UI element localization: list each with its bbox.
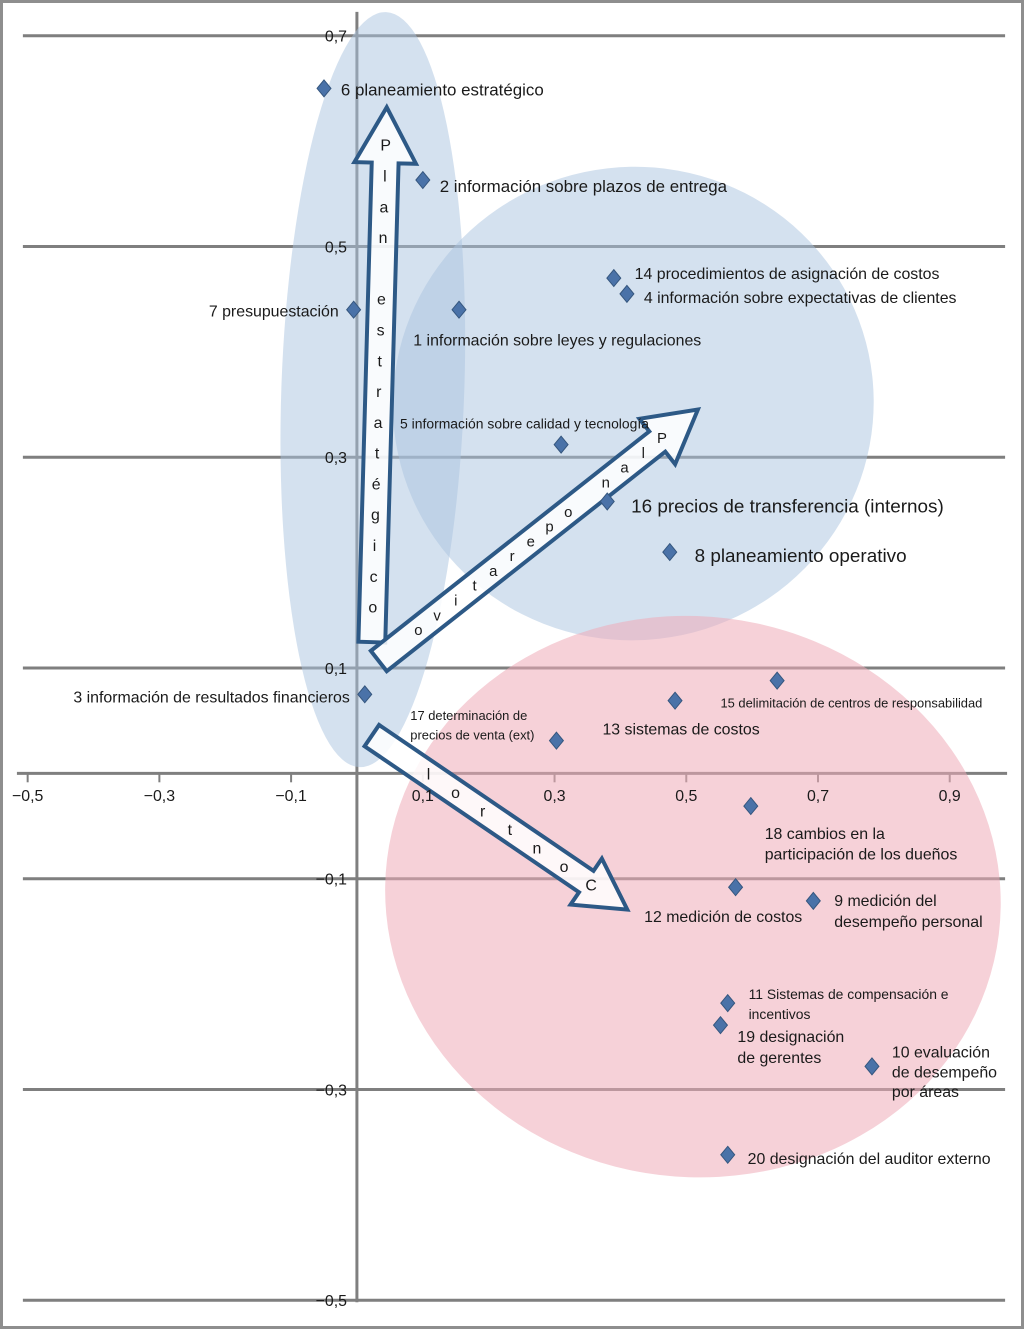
control-arrow-letter: r xyxy=(480,804,486,821)
x-tick-label-0,3: 0,3 xyxy=(544,788,566,805)
point-label-16: 16 precios de transferencia (internos) xyxy=(631,496,944,517)
data-point-14 xyxy=(606,268,622,288)
y-tick-label-0,1: 0,1 xyxy=(325,661,347,678)
point-label-5: 5 información sobre calidad y tecnología xyxy=(400,416,649,432)
data-point-18 xyxy=(743,796,759,816)
plan-estrategico-arrow-letter: n xyxy=(379,230,388,247)
y-tick-label-0,3: 0,3 xyxy=(325,450,347,467)
plan-operativo-arrow-letter: a xyxy=(620,461,629,477)
point-label-10: 10 evaluación de desempeño por áreas xyxy=(892,1044,997,1101)
data-point-10 xyxy=(864,1057,880,1076)
point-label-13: 13 sistemas de costos xyxy=(602,721,759,738)
plan-operativo-arrow-letter: v xyxy=(433,608,441,624)
plan-estrategico-arrow-letter: i xyxy=(373,538,377,555)
plan-estrategico-arrow-letter: P xyxy=(380,138,391,155)
plan-estrategico-arrow-letter: a xyxy=(380,199,389,216)
x-tick-label-−0,3: −0,3 xyxy=(144,788,176,805)
point-label-20: 20 designación del auditor externo xyxy=(748,1151,991,1168)
plan-estrategico-arrow-letter: r xyxy=(376,384,382,401)
data-point-17 xyxy=(548,731,565,750)
data-point-3 xyxy=(357,685,373,704)
y-tick-label-−0,1: −0,1 xyxy=(316,872,348,889)
plan-estrategico-arrow-letter: o xyxy=(368,600,377,617)
plan-operativo-arrow-letter: P xyxy=(657,431,667,447)
data-point-12 xyxy=(727,877,744,897)
cluster-control xyxy=(385,615,1001,1178)
x-tick-label-0,7: 0,7 xyxy=(807,788,829,805)
plan-estrategico-arrow-letter: é xyxy=(372,477,381,494)
data-point-19 xyxy=(712,1015,729,1035)
data-point-15 xyxy=(769,671,785,690)
data-point-20 xyxy=(720,1145,736,1165)
plan-operativo-arrow-letter: t xyxy=(473,579,478,595)
control-arrow-letter: o xyxy=(560,859,569,876)
plan-operativo-arrow-letter: l xyxy=(642,446,645,462)
point-label-18: 18 cambios en la participación de los due… xyxy=(765,826,958,864)
data-point-4 xyxy=(619,284,635,304)
point-label-15: 15 delimitación de centros de responsabi… xyxy=(720,695,982,710)
plan-operativo-arrow-letter: e xyxy=(527,534,535,550)
control-arrow-letter: l xyxy=(427,767,431,784)
plan-estrategico-arrow-letter: s xyxy=(377,322,385,339)
plan-operativo-arrow-letter: o xyxy=(564,505,572,521)
data-point-13 xyxy=(667,691,683,710)
control-arrow-letter: n xyxy=(533,841,542,858)
point-label-12: 12 medición de costos xyxy=(644,909,802,926)
data-point-9 xyxy=(805,891,821,911)
point-label-19: 19 designación de gerentes xyxy=(737,1029,844,1067)
y-tick-label-0,5: 0,5 xyxy=(325,239,347,256)
y-tick-label-−0,3: −0,3 xyxy=(316,1082,348,1099)
plan-operativo-arrow-letter: a xyxy=(489,564,498,580)
y-tick-label-−0,5: −0,5 xyxy=(316,1293,348,1310)
control-arrow xyxy=(361,722,631,912)
plan-operativo-arrow xyxy=(368,406,702,674)
plan-operativo-arrow-letter: n xyxy=(602,475,610,491)
plan-estrategico-arrow xyxy=(351,103,420,645)
plan-operativo-arrow-letter: i xyxy=(454,593,457,609)
data-point-6 xyxy=(316,79,332,98)
control-arrow-letter: t xyxy=(508,822,513,839)
point-label-14: 14 procedimientos de asignación de costo… xyxy=(635,266,940,283)
point-label-3: 3 información de resultados financieros xyxy=(73,689,350,706)
plan-estrategico-arrow-letter: a xyxy=(374,415,383,432)
point-label-9: 9 medición del desempeño personal xyxy=(834,893,982,931)
point-label-11: 11 Sistemas de compensación e incentivos xyxy=(749,986,949,1022)
control-arrow-letter: o xyxy=(451,785,460,802)
plan-estrategico-arrow-letter: e xyxy=(377,292,386,309)
data-point-7 xyxy=(346,300,362,319)
x-tick-label-0,9: 0,9 xyxy=(939,788,961,805)
cluster-plan-operativo xyxy=(392,166,874,641)
x-tick-label-−0,5: −0,5 xyxy=(12,788,44,805)
plan-operativo-arrow-letter: o xyxy=(414,623,422,639)
plan-estrategico-arrow-letter: t xyxy=(377,353,382,370)
plan-estrategico-arrow-letter: c xyxy=(370,569,378,586)
control-arrow-letter: C xyxy=(585,877,596,894)
x-tick-label-0,5: 0,5 xyxy=(675,788,697,805)
data-point-16 xyxy=(599,492,615,511)
data-point-11 xyxy=(720,993,736,1013)
plan-estrategico-arrow-letter: t xyxy=(375,446,380,463)
point-label-7: 7 presupuestación xyxy=(209,304,339,321)
plan-estrategico-arrow-letter: l xyxy=(383,168,387,185)
y-tick-label-0,7: 0,7 xyxy=(325,29,347,46)
data-point-2 xyxy=(415,170,431,190)
x-tick-label-−0,1: −0,1 xyxy=(275,788,307,805)
point-label-4: 4 información sobre expectativas de clie… xyxy=(644,290,957,307)
point-label-17: 17 determinación de precios de venta (ext… xyxy=(410,708,534,743)
plan-estrategico-arrow-letter: g xyxy=(371,507,380,524)
point-label-2: 2 información sobre plazos de entrega xyxy=(440,177,728,196)
point-label-1: 1 información sobre leyes y regulaciones xyxy=(413,332,701,349)
plan-operativo-arrow-letter: r xyxy=(510,549,515,565)
data-point-1 xyxy=(451,300,467,319)
data-point-8 xyxy=(662,542,678,562)
data-point-5 xyxy=(553,435,569,454)
point-label-8: 8 planeamiento operativo xyxy=(695,546,907,567)
x-tick-label-0,1: 0,1 xyxy=(412,788,434,805)
plan-operativo-arrow-letter: p xyxy=(545,520,553,536)
point-label-6: 6 planeamiento estratégico xyxy=(341,80,544,99)
